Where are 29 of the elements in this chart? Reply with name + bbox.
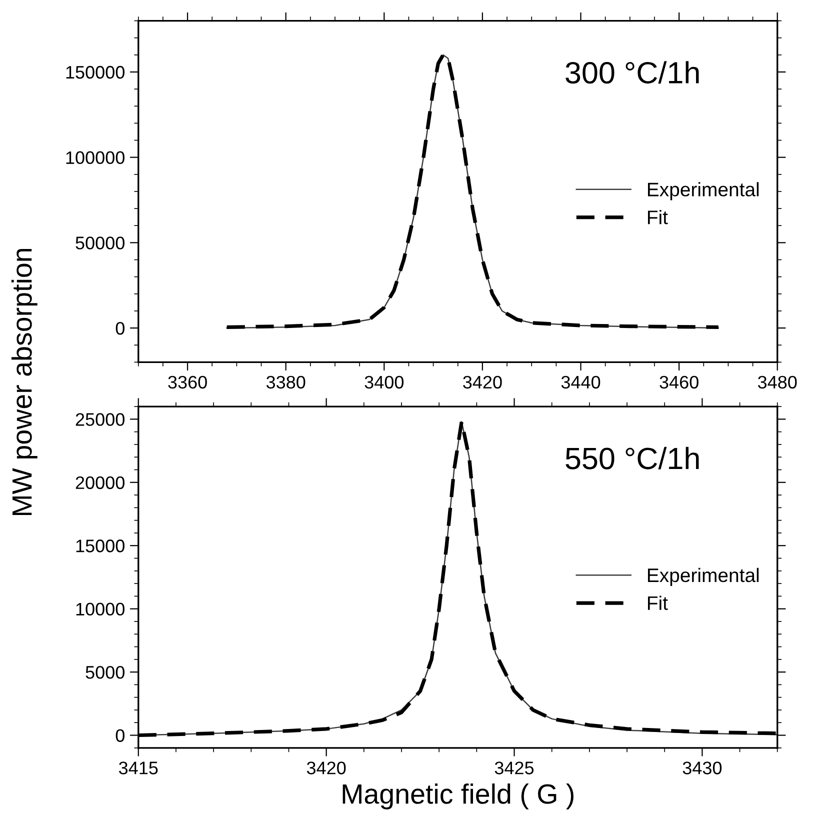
x-tick-label: 3420 bbox=[306, 762, 346, 774]
legend-label: Fit bbox=[648, 210, 668, 224]
annotation: 300 °C/1h bbox=[566, 61, 699, 84]
legend-label: Fit bbox=[648, 596, 668, 610]
y-tick-label: 100000 bbox=[66, 151, 124, 164]
y-axis-title: MW power absorption bbox=[11, 248, 38, 516]
legend-label: Experimental bbox=[648, 182, 759, 200]
x-tick-label: 3360 bbox=[168, 376, 207, 389]
y-tick-label: 10000 bbox=[76, 602, 124, 616]
x-tick-label: 3430 bbox=[682, 762, 722, 774]
y-tick-label: 20000 bbox=[76, 476, 124, 490]
x-tick-label: 3480 bbox=[758, 376, 797, 389]
x-tick-label: 3380 bbox=[266, 376, 306, 389]
y-tick-label: 15000 bbox=[76, 540, 124, 552]
y-tick-label: 50000 bbox=[76, 236, 124, 250]
x-tick-label: 3460 bbox=[660, 376, 698, 389]
x-tick-label: 3420 bbox=[463, 376, 502, 389]
y-tick-label: 5000 bbox=[86, 666, 124, 679]
y-tick-label: 0 bbox=[116, 322, 124, 335]
y-tick-label: 0 bbox=[116, 729, 124, 742]
x-tick-label: 3415 bbox=[118, 762, 158, 774]
x-tick-label: 3400 bbox=[364, 376, 404, 389]
x-tick-label: 3440 bbox=[561, 376, 600, 389]
x-axis-title: Magnetic field ( G ) bbox=[342, 783, 574, 810]
legend-label: Experimental bbox=[648, 568, 759, 586]
y-tick-label: 150000 bbox=[66, 66, 124, 79]
annotation: 550 °C/1h bbox=[566, 446, 699, 470]
x-tick-label: 3425 bbox=[494, 762, 534, 774]
y-tick-label: 25000 bbox=[76, 413, 124, 426]
